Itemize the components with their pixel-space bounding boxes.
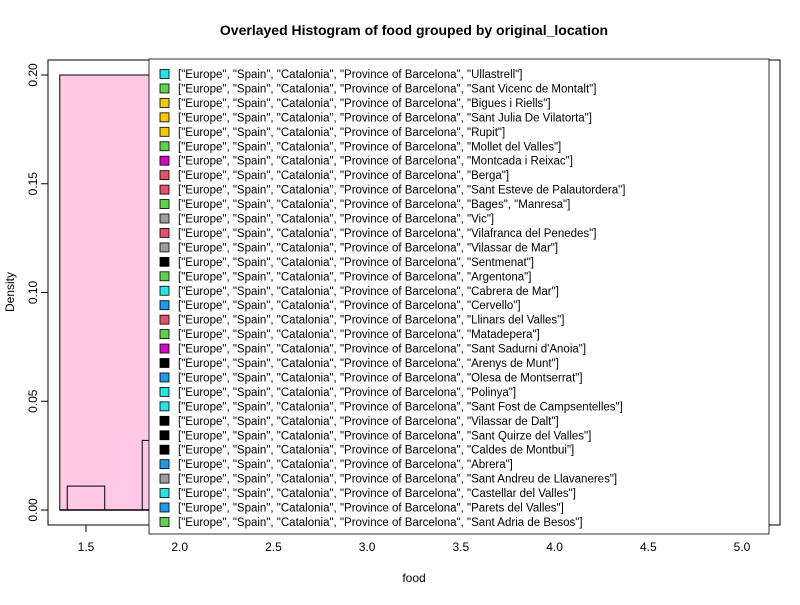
plot-area — [59, 74, 153, 511]
legend-swatch-28 — [159, 473, 170, 484]
legend-label-0: ["Europe", "Spain", "Catalonia", "Provin… — [178, 69, 522, 81]
legend-label-18: ["Europe", "Spain", "Catalonia", "Provin… — [178, 329, 540, 341]
x-tick-label-3: 3.0 — [359, 540, 376, 554]
legend-swatch-27 — [159, 459, 170, 470]
chart-title: Overlayed Histogram of food grouped by o… — [220, 22, 608, 38]
legend-swatch-4 — [159, 126, 170, 137]
legend-label-13: ["Europe", "Spain", "Catalonia", "Provin… — [178, 257, 534, 269]
legend-swatch-8 — [159, 184, 170, 195]
x-tick-label-6: 4.5 — [640, 540, 657, 554]
legend-label-8: ["Europe", "Spain", "Catalonia", "Provin… — [178, 185, 625, 197]
y-tick-label-4: 0.20 — [26, 63, 40, 87]
legend-swatch-11 — [159, 228, 170, 238]
x-tick-label-1: 2.0 — [171, 540, 188, 554]
legend-swatch-7 — [159, 170, 170, 181]
legend-swatch-23 — [159, 401, 170, 412]
legend-swatch-29 — [159, 488, 170, 498]
x-tick-label-0: 1.5 — [78, 540, 95, 554]
legend-swatch-3 — [159, 112, 170, 123]
legend-label-2: ["Europe", "Spain", "Catalonia", "Provin… — [178, 98, 551, 110]
legend-label-5: ["Europe", "Spain", "Catalonia", "Provin… — [178, 141, 561, 153]
x-tick-label-2: 2.5 — [265, 540, 282, 554]
legend-swatch-14 — [159, 271, 170, 282]
legend-swatch-31 — [159, 517, 170, 527]
legend-label-24: ["Europe", "Spain", "Catalonia", "Provin… — [178, 416, 559, 428]
legend-swatch-5 — [159, 141, 170, 152]
legend-label-7: ["Europe", "Spain", "Catalonia", "Provin… — [178, 170, 509, 182]
legend-swatch-1 — [159, 83, 170, 94]
legend-label-9: ["Europe", "Spain", "Catalonia", "Provin… — [178, 199, 570, 211]
y-tick-label-3: 0.15 — [26, 172, 40, 196]
legend-swatch-9 — [159, 199, 170, 209]
legend-label-10: ["Europe", "Spain", "Catalonia", "Provin… — [178, 214, 494, 226]
legend-label-17: ["Europe", "Spain", "Catalonia", "Provin… — [178, 315, 564, 327]
legend-label-30: ["Europe", "Spain", "Catalonia", "Provin… — [178, 503, 564, 515]
legend-swatch-16 — [159, 300, 170, 311]
legend-swatch-24 — [159, 415, 170, 426]
legend-label-15: ["Europe", "Spain", "Catalonia", "Provin… — [178, 286, 559, 298]
legend-label-27: ["Europe", "Spain", "Catalonia", "Provin… — [178, 459, 513, 471]
legend-swatch-30 — [159, 502, 170, 513]
legend-label-14: ["Europe", "Spain", "Catalonia", "Provin… — [178, 271, 531, 283]
histogram-bar-0 — [59, 74, 153, 511]
legend-swatch-12 — [159, 242, 170, 253]
y-tick-label-0: 0.00 — [26, 498, 40, 522]
legend-swatch-2 — [159, 98, 170, 108]
legend-label-28: ["Europe", "Spain", "Catalonia", "Provin… — [178, 474, 617, 486]
legend-label-20: ["Europe", "Spain", "Catalonia", "Provin… — [178, 358, 559, 370]
y-tick-label-1: 0.05 — [26, 389, 40, 413]
x-tick-label-7: 5.0 — [734, 540, 751, 554]
legend-label-16: ["Europe", "Spain", "Catalonia", "Provin… — [178, 300, 521, 312]
y-axis-label: Density — [3, 272, 17, 312]
legend-label-3: ["Europe", "Spain", "Catalonia", "Provin… — [178, 112, 592, 124]
legend-label-6: ["Europe", "Spain", "Catalonia", "Provin… — [178, 156, 573, 168]
legend-swatch-13 — [159, 256, 170, 267]
legend-label-25: ["Europe", "Spain", "Catalonia", "Provin… — [178, 430, 591, 442]
legend-label-31: ["Europe", "Spain", "Catalonia", "Provin… — [178, 517, 583, 529]
legend-box — [148, 58, 770, 535]
legend-label-29: ["Europe", "Spain", "Catalonia", "Provin… — [178, 488, 576, 500]
legend-label-12: ["Europe", "Spain", "Catalonia", "Provin… — [178, 242, 558, 254]
legend-swatch-20 — [159, 358, 170, 368]
legend-swatch-0 — [159, 69, 170, 79]
legend-swatch-15 — [159, 285, 170, 296]
legend-swatch-6 — [159, 155, 170, 166]
legend-label-26: ["Europe", "Spain", "Catalonia", "Provin… — [178, 445, 574, 457]
legend-label-4: ["Europe", "Spain", "Catalonia", "Provin… — [178, 127, 505, 139]
legend-label-22: ["Europe", "Spain", "Catalonia", "Provin… — [178, 387, 516, 399]
legend-swatch-25 — [159, 430, 170, 441]
x-axis-label: food — [402, 571, 425, 585]
y-tick-label-2: 0.10 — [26, 280, 40, 304]
x-tick-label-5: 4.0 — [546, 540, 563, 554]
legend-swatch-17 — [159, 314, 170, 325]
legend-label-21: ["Europe", "Spain", "Catalonia", "Provin… — [178, 372, 583, 384]
legend-label-1: ["Europe", "Spain", "Catalonia", "Provin… — [178, 83, 596, 95]
x-tick-label-4: 3.5 — [453, 540, 470, 554]
legend-label-23: ["Europe", "Spain", "Catalonia", "Provin… — [178, 401, 623, 413]
legend-swatch-26 — [159, 444, 170, 455]
legend-swatch-18 — [159, 329, 170, 340]
legend: ["Europe", "Spain", "Catalonia", "Provin… — [148, 58, 770, 535]
legend-label-19: ["Europe", "Spain", "Catalonia", "Provin… — [178, 344, 586, 356]
legend-swatch-22 — [159, 386, 170, 397]
legend-swatch-19 — [159, 343, 170, 354]
legend-swatch-10 — [159, 213, 170, 224]
legend-label-11: ["Europe", "Spain", "Catalonia", "Provin… — [178, 228, 596, 240]
legend-swatch-21 — [159, 372, 170, 383]
